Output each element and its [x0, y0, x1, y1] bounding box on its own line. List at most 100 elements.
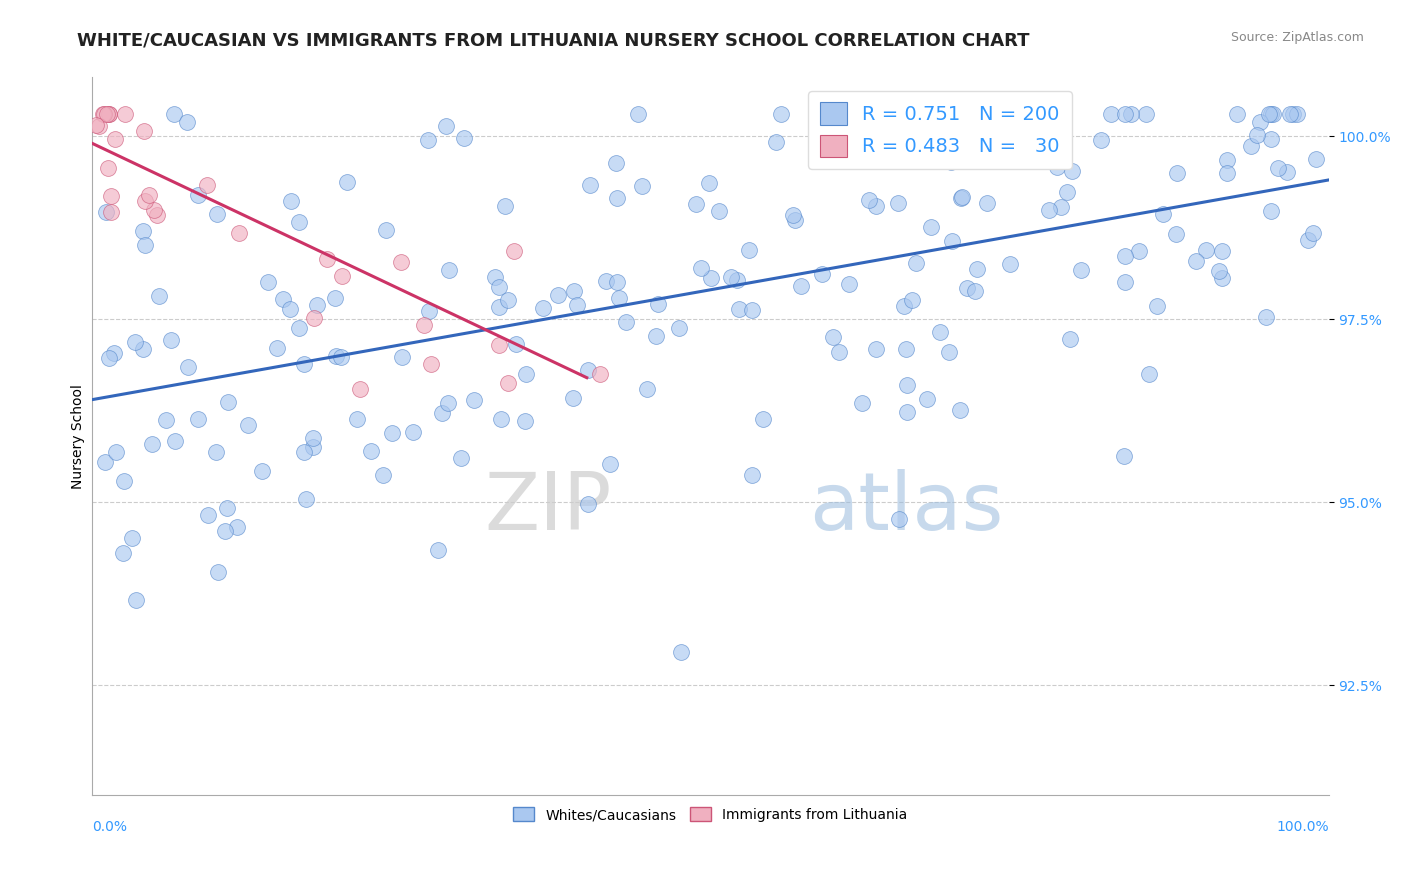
Point [292, 357, 315, 371]
Point [104, 445, 127, 459]
Point [450, 450, 472, 465]
Point [124, 335, 146, 350]
Point [922, 107, 945, 121]
Point [96, 204, 118, 219]
Point [420, 357, 443, 371]
Point [505, 337, 527, 351]
Point [430, 406, 453, 420]
Text: atlas: atlas [810, 469, 1004, 547]
Point [302, 431, 325, 445]
Point [1305, 152, 1327, 166]
Point [1062, 164, 1084, 178]
Point [295, 492, 318, 507]
Point [134, 194, 156, 208]
Point [236, 418, 259, 433]
Point [96, 107, 118, 121]
Point [671, 644, 693, 658]
Point [928, 325, 950, 339]
Point [97, 161, 120, 176]
Point [1211, 244, 1233, 258]
Point [225, 520, 247, 534]
Point [1226, 107, 1249, 121]
Point [91, 107, 114, 121]
Point [488, 301, 510, 315]
Point [783, 213, 806, 227]
Point [976, 196, 998, 211]
Point [302, 311, 325, 326]
Point [330, 269, 353, 284]
Point [770, 107, 793, 121]
Point [197, 178, 219, 193]
Point [131, 224, 153, 238]
Point [589, 368, 612, 382]
Point [1275, 165, 1298, 179]
Point [197, 508, 219, 522]
Point [484, 269, 506, 284]
Y-axis label: Nursery School: Nursery School [72, 384, 86, 489]
Point [302, 440, 325, 454]
Point [904, 255, 927, 269]
Point [823, 330, 845, 344]
Point [949, 191, 972, 205]
Point [689, 261, 711, 276]
Point [727, 301, 749, 316]
Point [228, 226, 250, 240]
Point [920, 219, 942, 234]
Point [1050, 200, 1073, 214]
Point [699, 176, 721, 190]
Point [606, 275, 628, 289]
Point [146, 208, 169, 222]
Point [1114, 107, 1136, 121]
Point [1038, 203, 1060, 218]
Point [427, 542, 450, 557]
Point [103, 346, 125, 360]
Point [207, 565, 229, 579]
Point [765, 135, 787, 149]
Legend: R = 0.751   N = 200, R = 0.483   N =   30: R = 0.751 N = 200, R = 0.483 N = 30 [808, 91, 1071, 169]
Point [950, 190, 973, 204]
Point [217, 395, 239, 409]
Text: ZIP: ZIP [484, 469, 612, 547]
Point [636, 382, 658, 396]
Point [813, 145, 835, 159]
Point [134, 237, 156, 252]
Point [741, 303, 763, 318]
Point [177, 360, 200, 375]
Point [562, 284, 585, 298]
Point [176, 115, 198, 129]
Point [938, 344, 960, 359]
Point [1045, 107, 1067, 121]
Point [1059, 332, 1081, 346]
Point [278, 302, 301, 317]
Point [143, 202, 166, 217]
Point [1070, 262, 1092, 277]
Point [292, 444, 315, 458]
Point [1166, 166, 1188, 180]
Point [402, 425, 425, 440]
Point [1146, 300, 1168, 314]
Point [1121, 107, 1143, 121]
Point [782, 208, 804, 222]
Point [547, 287, 569, 301]
Point [811, 267, 834, 281]
Point [162, 107, 184, 121]
Point [1216, 166, 1239, 180]
Point [595, 274, 617, 288]
Text: 100.0%: 100.0% [1277, 820, 1329, 834]
Point [1260, 132, 1282, 146]
Point [893, 299, 915, 313]
Point [257, 275, 280, 289]
Point [1302, 227, 1324, 241]
Point [494, 199, 516, 213]
Point [498, 376, 520, 391]
Point [488, 338, 510, 352]
Point [288, 320, 311, 334]
Point [111, 545, 134, 559]
Point [644, 328, 666, 343]
Point [389, 255, 412, 269]
Point [418, 303, 440, 318]
Point [668, 321, 690, 335]
Point [436, 396, 458, 410]
Point [1240, 139, 1263, 153]
Point [865, 199, 887, 213]
